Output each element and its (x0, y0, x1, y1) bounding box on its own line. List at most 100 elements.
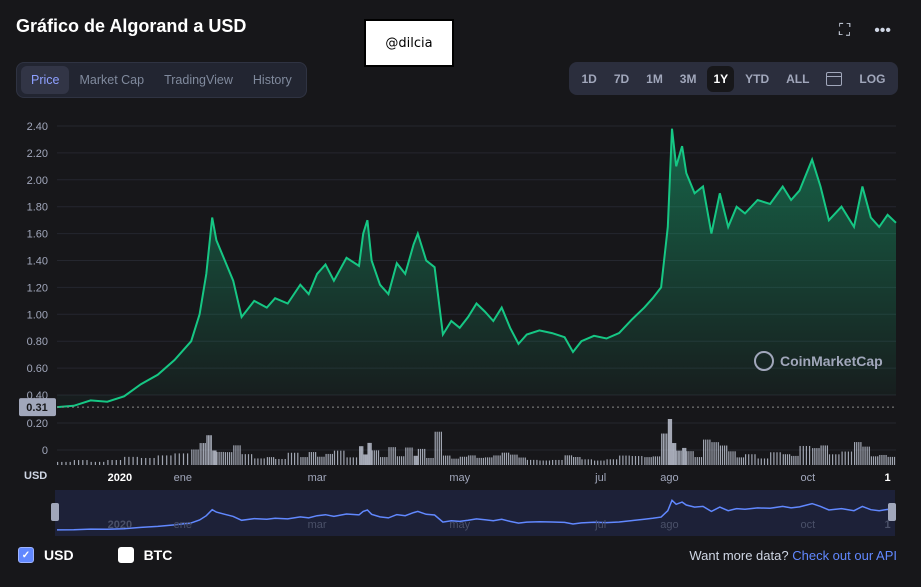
volume-tick-label: 0 (42, 445, 48, 457)
volume-bar (862, 446, 864, 465)
volume-bar (648, 457, 650, 465)
range-1d[interactable]: 1D (581, 71, 597, 86)
volume-bar (555, 459, 557, 465)
volume-bar (795, 455, 797, 465)
volume-bar (638, 456, 640, 465)
volume-bar (119, 460, 122, 465)
volume-bar (430, 457, 432, 465)
volume-bar (94, 461, 96, 465)
date-picker-button[interactable] (820, 66, 848, 92)
legend-btc-label: BTC (143, 547, 173, 563)
volume-bar (594, 460, 596, 465)
btc-checkbox[interactable] (117, 547, 134, 563)
range-1m[interactable]: 1M (646, 71, 663, 86)
volume-bar (539, 460, 541, 465)
volume-bar (174, 453, 176, 465)
volume-bar (522, 457, 524, 465)
volume-bar (516, 454, 518, 465)
volume-bar (193, 449, 195, 465)
branding-text: CoinMarketCap (780, 353, 883, 369)
more-icon[interactable]: ••• (874, 22, 891, 39)
y-tick-label: 1.80 (27, 202, 48, 214)
range-1y[interactable]: 1Y (707, 65, 735, 92)
volume-bar (717, 442, 719, 465)
volume-bar (656, 456, 659, 465)
volume-bar (661, 433, 663, 465)
volume-bar (696, 457, 698, 465)
volume-bar (216, 451, 218, 465)
volume-bar (622, 455, 624, 465)
volume-bar (359, 446, 361, 465)
volume-bar (791, 455, 793, 465)
volume-bar (625, 455, 627, 465)
y-tick-label: 0.60 (27, 363, 48, 375)
volume-bar (776, 452, 778, 465)
api-promo-text: Want more data? (689, 548, 789, 563)
volume-bar (263, 458, 265, 465)
volume-bar (662, 433, 664, 465)
volume-bar (365, 454, 367, 465)
volume-bar (178, 453, 180, 465)
watermark-label: @dilcia (364, 19, 454, 67)
navigator-tick-label: jul (594, 519, 606, 531)
volume-bar (688, 451, 690, 465)
volume-bar (153, 457, 155, 465)
y-tick-label: 1.20 (27, 282, 48, 294)
navigator-handle-right (888, 503, 896, 521)
volume-bar (726, 445, 728, 465)
x-tick-label: ago (660, 472, 678, 484)
volume-bar (734, 451, 736, 465)
y-tick-label: 1.00 (27, 309, 48, 321)
volume-bar (254, 458, 256, 465)
range-3m[interactable]: 3M (679, 71, 697, 86)
tab-market-cap[interactable]: Market Cap (79, 73, 145, 87)
api-link[interactable]: Check out our API (792, 548, 897, 563)
range-7d[interactable]: 7D (613, 71, 630, 86)
volume-bar (468, 455, 470, 465)
fullscreen-icon[interactable]: ⛶ (838, 22, 851, 39)
volume-bar (447, 455, 449, 465)
volume-bar (558, 459, 560, 465)
volume-bar (304, 457, 306, 465)
volume-bar (182, 453, 185, 465)
navigator-background (55, 490, 895, 536)
range-ytd[interactable]: YTD (745, 71, 770, 86)
navigator-handle-left (51, 503, 59, 521)
volume-bar (455, 458, 457, 465)
volume-bar (442, 455, 445, 465)
range-all[interactable]: ALL (786, 71, 810, 86)
volume-bar (377, 450, 380, 465)
volume-bar (889, 456, 891, 465)
volume-bar (824, 445, 826, 465)
range-selector: 1D 7D 1M 3M 1Y YTD ALL LOG (569, 62, 898, 95)
volume-bar (587, 459, 589, 465)
volume-bar (879, 454, 881, 465)
volume-bar (501, 452, 503, 465)
volume-bar (161, 455, 164, 465)
volume-bar (664, 433, 666, 465)
volume-bar (428, 457, 430, 465)
volume-bar (343, 450, 345, 465)
volume-bar (887, 456, 889, 465)
volume-bar (707, 439, 709, 465)
tab-history[interactable]: History (252, 73, 292, 87)
tab-tradingview[interactable]: TradingView (164, 73, 233, 87)
volume-bar (405, 447, 407, 465)
volume-bar (826, 445, 828, 465)
volume-bar (145, 457, 147, 465)
volume-bar (711, 442, 713, 465)
x-tick-label: mar (308, 472, 327, 484)
volume-bar (386, 457, 388, 465)
range-log[interactable]: LOG (859, 71, 886, 86)
gridlines (57, 125, 896, 451)
volume-bar (872, 456, 875, 465)
usd-checkbox[interactable]: ✓ (18, 547, 34, 563)
volume-bar (270, 457, 273, 465)
x-tick-label: 1 (885, 472, 891, 484)
volume-bar (247, 454, 250, 465)
volume-bar (508, 452, 510, 465)
volume-bar (422, 448, 424, 465)
volume-bar (860, 442, 862, 465)
tab-price[interactable]: Price (21, 66, 70, 94)
volume-bar (703, 439, 705, 465)
